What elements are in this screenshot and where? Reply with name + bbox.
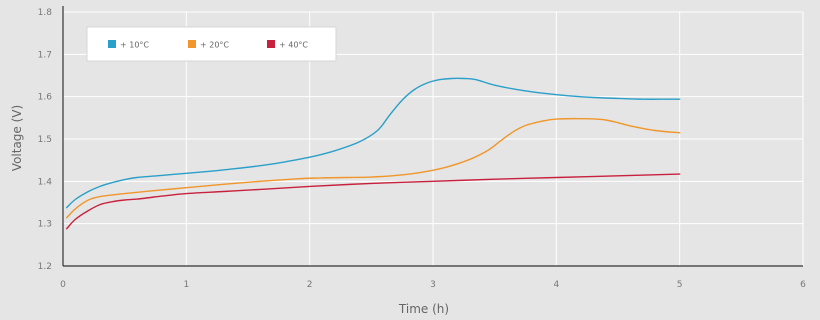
x-tick-label: 0 bbox=[60, 280, 66, 290]
x-tick-label: 3 bbox=[430, 280, 436, 290]
series-line-1 bbox=[66, 77, 681, 209]
y-tick-label: 1.8 bbox=[38, 8, 53, 18]
x-tick-label: 1 bbox=[183, 280, 189, 290]
legend-swatch-1 bbox=[108, 40, 116, 48]
legend-box bbox=[86, 26, 337, 62]
y-axis-label: Voltage (V) bbox=[10, 105, 24, 171]
axes: 0 1 2 3 4 5 6 1.2 1.3 1.4 1.5 1.6 1.7 1.8 bbox=[38, 6, 806, 290]
legend-label-2: + 20°C bbox=[200, 41, 229, 50]
series-group bbox=[66, 77, 681, 230]
series-line-2 bbox=[66, 117, 681, 219]
legend: + 10°C + 20°C + 40°C bbox=[86, 26, 337, 62]
y-tick-label: 1.2 bbox=[38, 262, 52, 272]
x-tick-label: 2 bbox=[307, 280, 313, 290]
y-tick-label: 1.7 bbox=[38, 50, 52, 60]
x-tick-label: 6 bbox=[800, 280, 806, 290]
x-axis-label: Time (h) bbox=[398, 302, 449, 316]
series-line-3 bbox=[66, 173, 681, 230]
y-tick-label: 1.6 bbox=[38, 93, 53, 103]
x-tick-label: 5 bbox=[677, 280, 683, 290]
legend-swatch-2 bbox=[188, 40, 196, 48]
legend-label-3: + 40°C bbox=[279, 41, 308, 50]
legend-swatch-3 bbox=[267, 40, 275, 48]
y-tick-label: 1.3 bbox=[38, 220, 52, 230]
x-tick-label: 4 bbox=[553, 280, 559, 290]
legend-label-1: + 10°C bbox=[120, 41, 149, 50]
y-tick-label: 1.4 bbox=[38, 177, 53, 187]
y-tick-label: 1.5 bbox=[38, 135, 52, 145]
